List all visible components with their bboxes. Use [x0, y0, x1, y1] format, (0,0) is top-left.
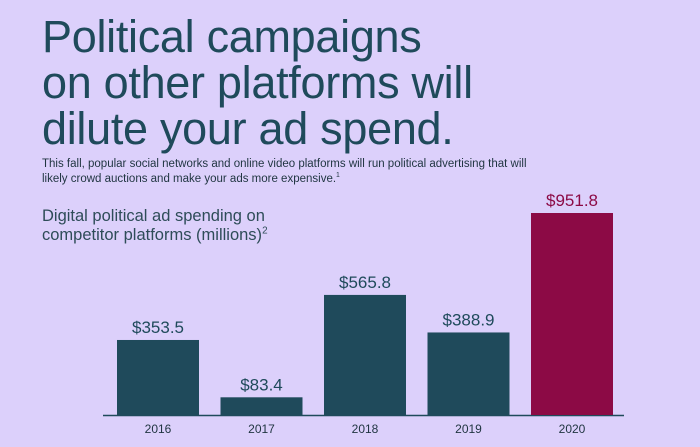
headline-line-1: Political campaigns	[42, 11, 422, 62]
bar-2018	[324, 294, 406, 415]
x-tick-label-2020: 2020	[559, 422, 586, 436]
subtitle: This fall, popular social networks and o…	[42, 157, 542, 187]
value-label-2017: $83.4	[240, 375, 283, 394]
subtitle-text: This fall, popular social networks and o…	[42, 158, 527, 185]
bar-2017	[220, 397, 303, 415]
chart-label: Digital political ad spending on competi…	[42, 207, 342, 245]
value-label-2019: $388.9	[443, 310, 495, 329]
bar-2016	[117, 339, 199, 415]
chart-label-line-1: Digital political ad spending on	[42, 207, 265, 225]
value-label-2020: $951.8	[546, 191, 598, 210]
subtitle-footnote: 1	[336, 172, 340, 180]
bar-2020	[531, 213, 613, 415]
chart-label-footnote: 2	[262, 225, 268, 237]
chart-label-line-2: competitor platforms (millions)2	[42, 226, 342, 245]
value-label-2016: $353.5	[132, 318, 184, 337]
bar-2019	[427, 332, 510, 415]
x-tick-label-2018: 2018	[352, 422, 379, 436]
x-tick-label-2019: 2019	[455, 422, 482, 436]
headline-line-3: dilute your ad spend.	[42, 103, 454, 154]
x-tick-label-2017: 2017	[248, 422, 275, 436]
x-tick-label-2016: 2016	[145, 422, 172, 436]
headline: Political campaigns on other platforms w…	[42, 14, 662, 152]
value-label-2018: $565.8	[339, 273, 391, 292]
headline-line-2: on other platforms will	[42, 57, 473, 108]
chart-label-line-2-text: competitor platforms (millions)	[42, 226, 263, 244]
